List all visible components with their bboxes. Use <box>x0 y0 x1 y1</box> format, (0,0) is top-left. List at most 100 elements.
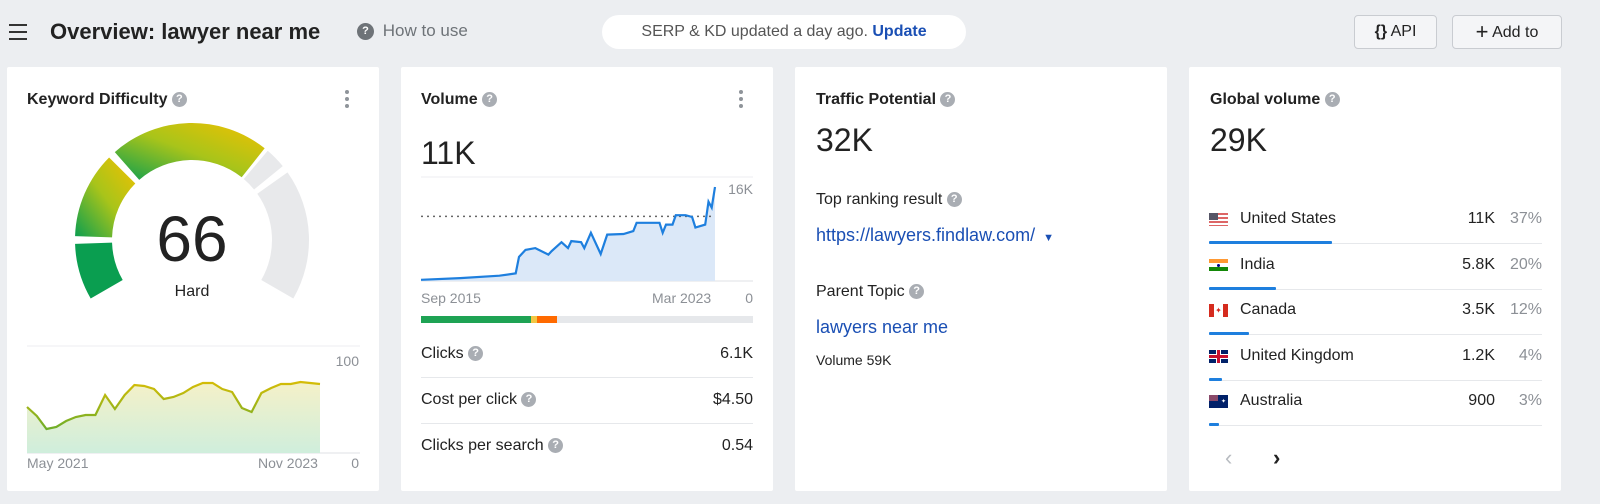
api-button[interactable]: {} API <box>1354 15 1437 49</box>
global-volume-value: 29K <box>1210 122 1267 158</box>
volume-card: Volume ? 11K 16K 0 Sep 2015 Mar 2023 Cli… <box>401 67 773 491</box>
kd-gauge <box>75 123 310 299</box>
metric-row: Cost per click ? $4.50 <box>421 378 753 424</box>
country-row[interactable]: ✦ Canada 3.5K 12% <box>1209 290 1542 335</box>
kd-title-text: Keyword Difficulty <box>27 91 168 108</box>
global-volume-card: Global volume ? 29K United States 11K 37… <box>1189 67 1561 491</box>
traffic-potential-value: 32K <box>816 122 873 158</box>
country-share: 37% <box>1509 210 1542 227</box>
country-row[interactable]: United States 11K 37% <box>1209 199 1542 244</box>
prev-page-icon[interactable]: ‹ <box>1225 445 1233 470</box>
update-link[interactable]: Update <box>872 23 927 40</box>
help-icon[interactable]: ? <box>909 284 925 300</box>
plus-icon: + <box>1475 19 1489 44</box>
clicks-split-bar <box>421 316 753 323</box>
country-share-bar <box>1209 423 1219 426</box>
country-row[interactable]: India 5.8K 20% <box>1209 245 1542 290</box>
kd-title: Keyword Difficulty ? <box>27 91 187 109</box>
traffic-potential-title: Traffic Potential ? <box>816 91 956 109</box>
next-page-icon[interactable]: › <box>1273 445 1281 470</box>
help-icon[interactable]: ? <box>940 92 956 108</box>
help-icon[interactable]: ? <box>482 92 498 108</box>
country-row[interactable]: United Kingdom 1.2K 4% <box>1209 336 1542 381</box>
country-volume: 3.5K <box>1462 301 1495 318</box>
metric-label-text: Clicks <box>421 345 464 362</box>
more-options-icon[interactable] <box>345 90 349 108</box>
country-share-bar <box>1209 286 1276 290</box>
flag-in-icon <box>1209 258 1228 272</box>
metric-label-text: Cost per click <box>421 391 518 408</box>
country-volume: 11K <box>1467 210 1495 227</box>
top-ranking-url[interactable]: https://lawyers.findlaw.com/ <box>816 225 1036 245</box>
flag-au-icon: ✦ <box>1209 395 1228 408</box>
more-options-icon[interactable] <box>739 90 743 108</box>
metric-row: Clicks per search ? 0.54 <box>421 424 753 470</box>
country-name: Australia <box>1240 392 1303 409</box>
how-to-use-link[interactable]: ? How to use <box>357 21 468 41</box>
traffic-potential-title-text: Traffic Potential <box>816 91 937 108</box>
global-volume-title-text: Global volume <box>1210 91 1321 108</box>
how-to-use-label: How to use <box>382 21 468 40</box>
split-bar-segment <box>537 316 558 323</box>
gauge-segment-super-hard <box>257 172 310 299</box>
caret-down-icon[interactable]: ▼ <box>1043 232 1054 244</box>
help-icon: ? <box>357 23 374 41</box>
metric-label: Clicks ? <box>421 345 484 363</box>
parent-topic-label: Parent Topic ? <box>816 283 925 301</box>
metric-row: Clicks ? 6.1K <box>421 332 753 378</box>
top-ranking-label-text: Top ranking result <box>816 191 943 208</box>
flag-gb-icon <box>1209 349 1228 363</box>
metric-label-text: Clicks per search <box>421 437 544 454</box>
top-ranking-result[interactable]: https://lawyers.findlaw.com/ ▼ <box>816 225 1054 246</box>
update-notice-text: SERP & KD updated a day ago. <box>641 23 868 40</box>
add-to-label: Add to <box>1492 24 1539 41</box>
menu-icon[interactable] <box>9 24 27 40</box>
gauge-segment-hard <box>114 123 265 180</box>
flag-us-icon <box>1209 213 1228 226</box>
global-volume-title: Global volume ? <box>1210 91 1340 109</box>
metric-value: $4.50 <box>712 391 753 408</box>
volume-title: Volume ? <box>421 91 498 109</box>
country-share-bar <box>1209 377 1223 381</box>
flag-ca-icon: ✦ <box>1209 304 1228 317</box>
kd-label: Hard <box>174 283 210 300</box>
country-share: 3% <box>1518 392 1542 409</box>
country-name: United Kingdom <box>1240 346 1354 364</box>
metric-label: Clicks per search ? <box>421 437 564 455</box>
help-icon[interactable]: ? <box>946 192 962 208</box>
kd-y-max: 100 <box>335 353 359 369</box>
help-icon[interactable]: ? <box>468 346 484 362</box>
page-title: Overview: lawyer near me <box>50 19 321 44</box>
country-name: India <box>1240 255 1275 273</box>
volume-x-end: Mar 2023 <box>652 290 712 306</box>
volume-y-max: 16K <box>728 181 753 197</box>
kd-score: 66 <box>156 203 228 275</box>
kd-trend-area <box>27 382 320 453</box>
volume-chart <box>420 176 753 282</box>
gauge-segment-easy <box>75 242 123 299</box>
parent-topic-volume: Volume 59K <box>816 352 892 368</box>
volume-title-text: Volume <box>421 91 478 108</box>
kd-trend-line <box>26 380 321 431</box>
volume-y-min: 0 <box>745 290 753 306</box>
metric-value: 6.1K <box>720 345 753 362</box>
country-row[interactable]: ✦ Australia 900 3% <box>1209 381 1542 426</box>
parent-topic-link[interactable]: lawyers near me <box>816 317 949 337</box>
country-name: United States <box>1240 210 1337 227</box>
gauge-segment-remaining <box>243 150 283 190</box>
help-icon[interactable]: ? <box>1324 92 1340 108</box>
country-volume: 1.2K <box>1462 346 1495 364</box>
update-notice: SERP & KD updated a day ago. Update <box>602 15 966 49</box>
help-icon[interactable]: ? <box>521 392 537 408</box>
volume-area <box>421 187 715 281</box>
split-bar-segment <box>530 316 538 323</box>
add-to-button[interactable]: + Add to <box>1452 15 1562 49</box>
parent-topic-label-text: Parent Topic <box>816 283 905 300</box>
country-volume: 900 <box>1468 392 1495 409</box>
country-share: 4% <box>1518 346 1542 364</box>
country-share: 20% <box>1509 255 1542 273</box>
help-icon[interactable]: ? <box>171 92 187 108</box>
kd-y-min: 0 <box>351 455 359 471</box>
volume-x-start: Sep 2015 <box>421 290 481 306</box>
help-icon[interactable]: ? <box>548 438 564 454</box>
